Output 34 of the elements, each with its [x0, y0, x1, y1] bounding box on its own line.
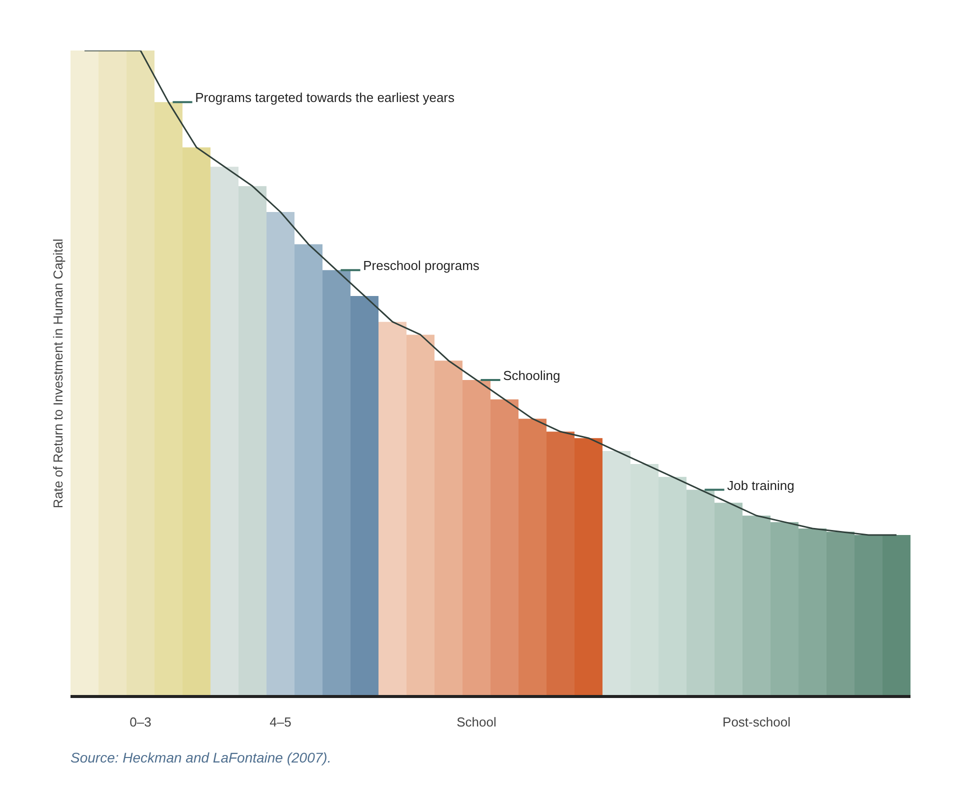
bar: [546, 432, 574, 696]
bar: [686, 490, 714, 696]
annotation: Schooling: [503, 368, 560, 383]
bar: [882, 535, 910, 696]
bar: [854, 535, 882, 696]
annotation: Job training: [727, 478, 794, 493]
bar: [574, 438, 602, 696]
x-tick-label: 4–5: [270, 714, 292, 730]
bar: [434, 360, 462, 696]
bar: [322, 270, 350, 696]
bar: [294, 244, 322, 696]
bar: [406, 334, 434, 696]
annotation: Preschool programs: [363, 258, 480, 274]
bar: [490, 399, 518, 696]
bar: [518, 418, 546, 696]
y-axis-title: Rate of Return to Investment in Human Capital: [50, 238, 66, 508]
x-tick-label: 0–3: [130, 714, 152, 730]
bar: [238, 186, 266, 696]
annotation: Programs targeted towards the earliest years: [195, 90, 455, 106]
x-tick-label: School: [456, 714, 496, 730]
bar: [378, 322, 406, 696]
bar: [182, 147, 210, 696]
bar: [350, 296, 378, 696]
bar: [742, 516, 770, 696]
bar: [210, 166, 238, 696]
bar: [462, 380, 490, 696]
bar: [70, 50, 98, 696]
bar: [266, 212, 294, 696]
source-note: Source: Heckman and LaFontaine (2007).: [70, 750, 332, 766]
bar: [154, 102, 182, 696]
bar: [126, 50, 154, 696]
x-tick-label: Post-school: [722, 714, 791, 730]
bar: [98, 50, 126, 696]
bar: [714, 502, 742, 696]
